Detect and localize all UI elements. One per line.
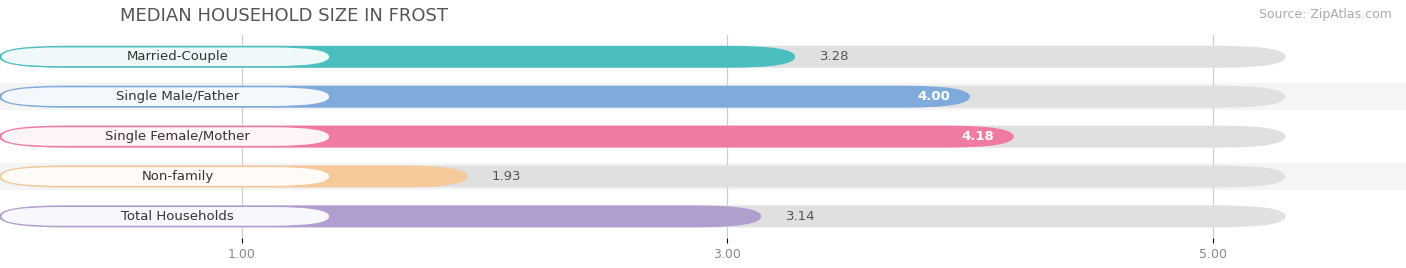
FancyBboxPatch shape (0, 126, 1014, 148)
FancyBboxPatch shape (0, 46, 796, 68)
Bar (0, 43, 1406, 70)
FancyBboxPatch shape (1, 87, 329, 106)
FancyBboxPatch shape (0, 126, 1285, 148)
Text: 4.18: 4.18 (962, 130, 994, 143)
Text: 3.28: 3.28 (820, 50, 849, 63)
Text: 4.00: 4.00 (918, 90, 950, 103)
FancyBboxPatch shape (1, 207, 329, 226)
FancyBboxPatch shape (1, 47, 329, 66)
Text: MEDIAN HOUSEHOLD SIZE IN FROST: MEDIAN HOUSEHOLD SIZE IN FROST (121, 7, 449, 25)
Text: Source: ZipAtlas.com: Source: ZipAtlas.com (1258, 8, 1392, 21)
FancyBboxPatch shape (0, 86, 970, 108)
Bar (0, 203, 1406, 230)
Text: 1.93: 1.93 (492, 170, 522, 183)
FancyBboxPatch shape (0, 86, 1285, 108)
FancyBboxPatch shape (0, 205, 761, 227)
Bar (0, 83, 1406, 110)
Bar (0, 163, 1406, 190)
Text: Non-family: Non-family (142, 170, 214, 183)
FancyBboxPatch shape (1, 167, 329, 186)
FancyBboxPatch shape (0, 166, 468, 187)
Text: 3.14: 3.14 (786, 210, 815, 223)
FancyBboxPatch shape (0, 205, 1285, 227)
Bar (0, 123, 1406, 150)
FancyBboxPatch shape (1, 127, 329, 146)
FancyBboxPatch shape (0, 46, 1285, 68)
Text: Single Male/Father: Single Male/Father (115, 90, 239, 103)
Text: Single Female/Mother: Single Female/Mother (105, 130, 250, 143)
Text: Total Households: Total Households (121, 210, 233, 223)
FancyBboxPatch shape (0, 166, 1285, 187)
Text: Married-Couple: Married-Couple (127, 50, 228, 63)
